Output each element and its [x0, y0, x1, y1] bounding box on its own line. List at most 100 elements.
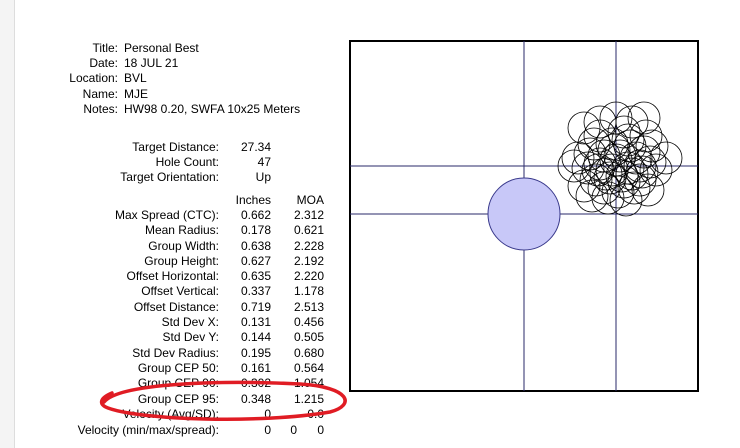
shot-hole-icon: [615, 157, 649, 191]
stat-moa: 2.228: [293, 239, 324, 253]
stat-inches: 0.662: [240, 208, 271, 222]
stat-moa: 0.621: [293, 223, 324, 237]
shot-hole-icon: [595, 127, 629, 161]
velocity-max: 0: [290, 423, 297, 437]
shot-hole-icon: [587, 171, 621, 205]
stat-moa: 0.564: [293, 361, 324, 375]
info-value: Up: [255, 170, 271, 184]
meta-value: Personal Best: [124, 41, 199, 55]
shot-hole-icon: [587, 139, 621, 173]
shot-hole-icon: [583, 147, 617, 181]
shot-hole-icon: [623, 163, 657, 197]
stat-label: Offset Vertical:: [141, 284, 219, 298]
shot-hole-icon: [635, 129, 669, 163]
meta-value: BVL: [124, 71, 147, 85]
stat-label: Group CEP 50:: [137, 361, 219, 375]
stat-inches: 0.635: [240, 269, 271, 283]
stat-label: Max Spread (CTC):: [114, 208, 219, 222]
stat-label: Mean Radius:: [144, 223, 219, 237]
stat-moa: 2.220: [293, 269, 324, 283]
window-left-edge: [0, 0, 15, 448]
shot-hole-icon: [557, 149, 591, 183]
shot-hole-icon: [627, 135, 661, 169]
shot-hole-icon: [561, 141, 595, 175]
meta-label: Location:: [69, 71, 118, 85]
shot-hole-icon: [627, 101, 661, 135]
shot-hole-icon: [611, 151, 645, 185]
shot-hole-icon: [625, 155, 659, 189]
shot-hole-icon: [611, 123, 645, 157]
info-label: Hole Count:: [155, 155, 219, 169]
column-header-inches: Inches: [235, 193, 271, 207]
shot-hole-icon: [599, 143, 633, 177]
stat-label: Std Dev Y:: [162, 330, 219, 344]
stat-inches: 0.144: [240, 330, 271, 344]
stat-moa: 0.505: [293, 330, 324, 344]
shot-hole-icon: [567, 111, 601, 145]
stat-inches: 0.348: [240, 392, 271, 406]
shot-hole-icon: [593, 161, 627, 195]
shot-hole-icon: [571, 151, 605, 185]
meta-value: HW98 0.20, SWFA 10x25 Meters: [124, 102, 301, 116]
stat-label: Group CEP 95:: [137, 392, 219, 406]
velocity-min: 0: [264, 423, 271, 437]
shot-hole-icon: [623, 149, 657, 183]
stat-inches: 0.337: [240, 284, 271, 298]
shot-hole-icon: [567, 169, 601, 203]
shot-hole-icon: [607, 165, 641, 199]
aim-point-icon: [487, 177, 561, 251]
velocity-label: Velocity (Avg/SD):: [122, 407, 219, 421]
stat-moa: 1.054: [293, 376, 324, 390]
velocity-spread: 0: [317, 423, 324, 437]
stat-moa: 1.178: [293, 284, 324, 298]
shot-hole-icon: [603, 139, 637, 173]
shot-hole-icon: [573, 137, 607, 171]
shot-hole-icon: [597, 133, 631, 167]
stat-inches: 0.627: [240, 254, 271, 268]
stat-moa: 2.312: [293, 208, 324, 222]
velocity-label: Velocity (min/max/spread):: [77, 423, 219, 437]
shot-hole-icon: [579, 163, 613, 197]
stat-label: Group Height:: [144, 254, 219, 268]
shot-hole-icon: [583, 105, 617, 139]
shot-hole-icon: [613, 129, 647, 163]
shot-hole-icon: [581, 153, 615, 187]
meta-label: Name:: [82, 87, 118, 101]
stat-inches: 0.638: [240, 239, 271, 253]
stat-moa: 0.456: [293, 315, 324, 329]
shot-hole-icon: [631, 173, 665, 207]
shot-hole-icon: [589, 157, 623, 191]
stat-moa: 1.215: [293, 392, 324, 406]
stat-moa: 2.513: [293, 300, 324, 314]
info-value: 47: [257, 155, 271, 169]
meta-value: MJE: [124, 87, 148, 101]
stat-inches: 0.719: [240, 300, 271, 314]
shot-hole-icon: [601, 175, 635, 209]
shot-hole-icon: [649, 141, 683, 175]
shot-hole-icon: [599, 101, 633, 135]
stat-label: Std Dev X:: [161, 315, 219, 329]
shot-hole-icon: [605, 159, 639, 193]
stat-label: Offset Distance:: [133, 300, 219, 314]
shot-hole-icon: [583, 119, 617, 153]
shot-hole-icon: [615, 105, 649, 139]
info-label: Target Distance:: [132, 140, 219, 154]
target-frame: [349, 40, 699, 392]
stat-inches: 0.302: [240, 376, 271, 390]
stat-label: Group Width:: [148, 239, 219, 253]
stat-inches: 0.178: [240, 223, 271, 237]
shot-hole-icon: [609, 183, 643, 217]
shot-hole-icon: [639, 153, 673, 187]
meta-label: Date:: [89, 56, 118, 70]
velocity-avg: 0: [264, 407, 271, 421]
shot-hole-icon: [629, 119, 663, 153]
info-label: Target Orientation:: [120, 170, 219, 184]
velocity-sd: 0.0: [307, 407, 324, 421]
column-header-moa: MOA: [296, 193, 324, 207]
meta-value: 18 JUL 21: [124, 56, 179, 70]
stat-moa: 0.680: [293, 346, 324, 360]
shot-hole-icon: [575, 179, 609, 213]
stat-inches: 0.195: [240, 346, 271, 360]
stat-inches: 0.161: [240, 361, 271, 375]
shot-hole-icon: [619, 141, 653, 175]
